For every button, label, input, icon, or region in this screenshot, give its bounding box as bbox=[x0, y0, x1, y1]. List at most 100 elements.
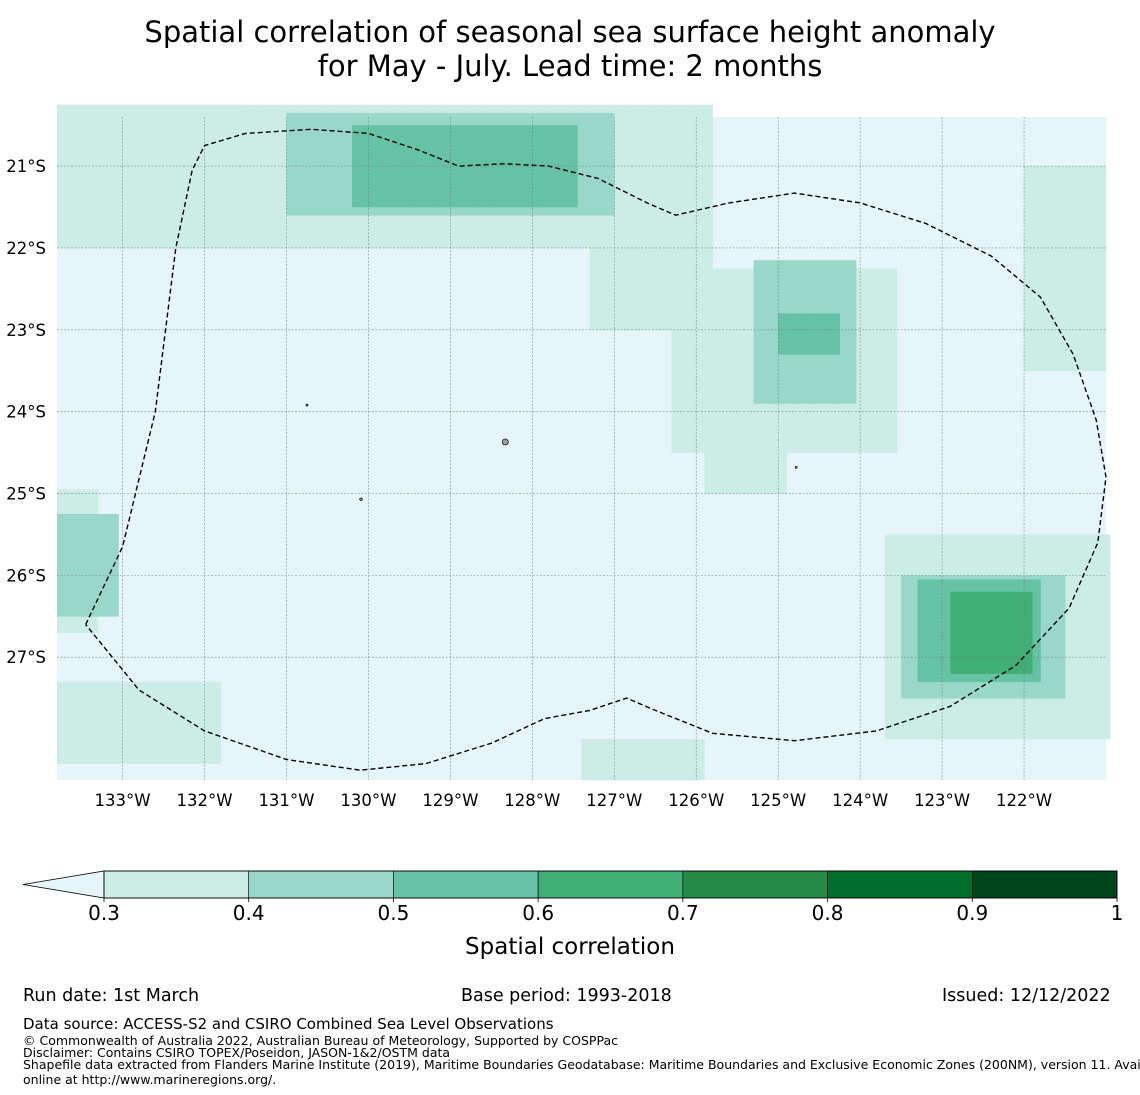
longitude-tick-label: 128°W bbox=[504, 791, 560, 810]
correlation-cell bbox=[1048, 698, 1070, 719]
correlation-cell bbox=[1044, 268, 1066, 290]
correlation-cell bbox=[327, 174, 349, 196]
correlation-cell bbox=[393, 186, 414, 208]
colorbar-segment bbox=[827, 870, 973, 899]
correlation-cell bbox=[1024, 268, 1045, 290]
correlation-cell bbox=[118, 681, 140, 703]
correlation-cell bbox=[905, 718, 926, 740]
correlation-cell bbox=[946, 698, 967, 719]
axis-ticks: 133°W 132°W 131°W 130°W 129°W 128°W 127°W 126°W… bbox=[6, 157, 1052, 810]
correlation-cell bbox=[306, 194, 328, 216]
correlation-cell bbox=[966, 534, 988, 556]
correlation-cell bbox=[651, 227, 672, 249]
correlation-cell bbox=[630, 227, 652, 249]
latitude-tick-label: 27°S bbox=[6, 648, 46, 667]
longitude-tick-label: 132°W bbox=[176, 791, 232, 810]
correlation-cell bbox=[306, 153, 328, 175]
correlation-cell bbox=[97, 186, 119, 208]
correlation-cell bbox=[774, 362, 795, 384]
correlation-cell bbox=[651, 309, 672, 331]
correlation-cell bbox=[1011, 653, 1033, 674]
correlation-cell bbox=[835, 301, 857, 322]
correlation-cell bbox=[970, 612, 992, 633]
correlation-cell bbox=[159, 681, 181, 703]
correlation-cell bbox=[77, 534, 99, 556]
correlation-cell bbox=[1044, 309, 1066, 331]
correlation-cell bbox=[372, 166, 394, 187]
correlation-cell bbox=[138, 207, 160, 228]
latitude-tick-label: 26°S bbox=[6, 566, 46, 585]
correlation-cell bbox=[901, 677, 922, 699]
correlation-cell bbox=[200, 743, 222, 764]
correlation-cell bbox=[220, 186, 242, 208]
correlation-cell bbox=[241, 207, 263, 228]
correlation-cell bbox=[118, 702, 140, 723]
correlation-cell bbox=[57, 227, 78, 249]
correlation-cell bbox=[77, 595, 99, 617]
correlation-cell bbox=[495, 125, 517, 146]
correlation-cell bbox=[352, 145, 373, 167]
correlation-cell bbox=[77, 125, 99, 146]
correlation-cell bbox=[692, 350, 713, 372]
correlation-cell bbox=[179, 125, 201, 146]
correlation-cell bbox=[138, 681, 160, 703]
correlation-cell bbox=[581, 739, 603, 760]
correlation-cell bbox=[884, 718, 906, 740]
correlation-cell bbox=[97, 104, 119, 126]
latitude-tick-label: 24°S bbox=[6, 403, 46, 422]
correlation-cell bbox=[712, 329, 734, 351]
correlation-cell bbox=[1007, 718, 1029, 740]
correlation-cell bbox=[798, 333, 820, 355]
correlation-cell bbox=[261, 125, 283, 146]
correlation-cell bbox=[393, 166, 414, 187]
correlation-cell bbox=[692, 370, 713, 392]
correlation-cell bbox=[1085, 166, 1107, 187]
correlation-cell bbox=[876, 391, 898, 412]
correlation-cell bbox=[286, 133, 308, 155]
correlation-cell bbox=[57, 207, 78, 228]
correlation-cell bbox=[57, 125, 78, 146]
correlation-cell bbox=[241, 104, 263, 126]
correlation-cell bbox=[876, 350, 898, 372]
shapefile-credit-line-2: online at http://www.marineregions.org/. bbox=[23, 1072, 277, 1087]
correlation-cell bbox=[692, 207, 713, 228]
correlation-cell bbox=[118, 207, 140, 228]
correlation-cell bbox=[610, 227, 631, 249]
correlation-cell bbox=[1028, 698, 1049, 719]
correlation-cell bbox=[97, 554, 119, 576]
correlation-cell bbox=[261, 227, 283, 249]
correlation-cell bbox=[179, 702, 201, 723]
correlation-cell bbox=[118, 125, 140, 146]
colorbar-frame bbox=[103, 870, 1118, 899]
correlation-cell bbox=[159, 722, 181, 744]
correlation-cell bbox=[630, 145, 652, 167]
correlation-cell bbox=[1024, 227, 1045, 249]
correlation-cell bbox=[57, 595, 78, 617]
correlation-cell bbox=[569, 227, 590, 249]
correlation-cell bbox=[630, 268, 652, 290]
correlation-cell bbox=[671, 227, 693, 249]
correlation-cell bbox=[884, 677, 906, 699]
correlation-cell bbox=[57, 575, 78, 597]
correlation-cell bbox=[651, 104, 672, 126]
correlation-cell bbox=[474, 186, 496, 208]
correlation-cell bbox=[733, 370, 754, 392]
colorbar-tick-label: 0.8 bbox=[812, 901, 844, 925]
correlation-cell bbox=[97, 575, 119, 597]
correlation-cell bbox=[835, 432, 857, 453]
correlation-cell bbox=[179, 207, 201, 228]
correlation-cell bbox=[1028, 718, 1049, 740]
correlation-cell bbox=[200, 207, 222, 228]
correlation-cell bbox=[671, 247, 693, 269]
correlation-cell bbox=[241, 145, 263, 167]
correlation-cell bbox=[589, 288, 611, 310]
correlation-cell bbox=[692, 145, 713, 167]
correlation-cell bbox=[306, 112, 328, 134]
correlation-cell bbox=[946, 534, 967, 556]
correlation-cell bbox=[323, 227, 345, 249]
correlation-cell bbox=[835, 411, 857, 433]
correlation-cell bbox=[1069, 575, 1090, 597]
correlation-cell bbox=[692, 125, 713, 146]
correlation-cell bbox=[884, 534, 906, 556]
correlation-cell bbox=[733, 411, 754, 433]
